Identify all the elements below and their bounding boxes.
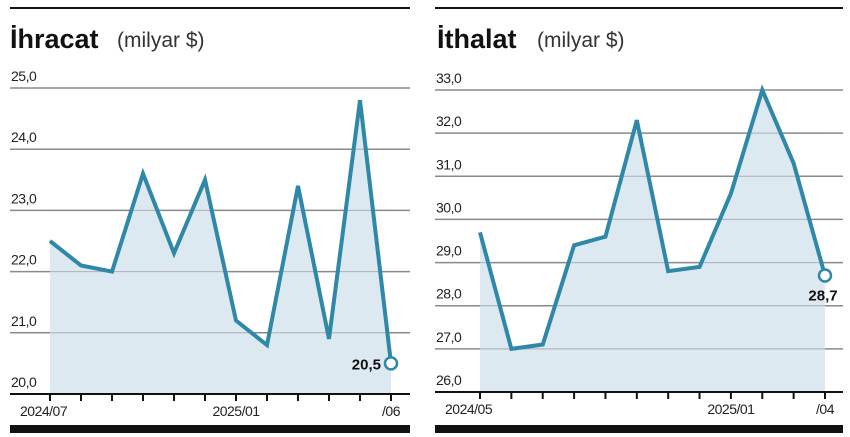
exports-panel: İhracat (milyar $) 20,0 21,0 22,0 23,0 24,0 2…: [10, 7, 410, 433]
series-line: [48, 99, 393, 364]
y-tick-label: 27,0: [436, 329, 462, 345]
y-tick-label: 28,0: [436, 286, 462, 302]
x-tick-label: 2024/07: [20, 403, 68, 419]
top-rule: [435, 7, 843, 9]
imports-unit: (milyar $): [537, 29, 625, 52]
imports-title: İthalat: [437, 24, 517, 54]
y-tick-label: 23,0: [11, 190, 37, 206]
y-tick-label: 21,0: [11, 313, 37, 329]
y-tick-label: 31,0: [436, 156, 462, 172]
bottom-rule: [435, 425, 843, 433]
top-rule: [10, 7, 410, 9]
y-tick-label: 26,0: [436, 372, 462, 388]
imports-panel: İthalat (milyar $) 26,0 27,0 28,0 29,0 30,0 3…: [435, 7, 843, 433]
last-point-marker: [817, 268, 833, 283]
last-value-label: 28,7: [808, 288, 837, 305]
x-tick-label: 2025/01: [212, 403, 260, 419]
x-tick-label: 2024/05: [445, 401, 493, 417]
x-tick-label: /04: [816, 401, 835, 417]
last-point-marker: [383, 356, 399, 371]
exports-unit: (milyar $): [117, 29, 205, 52]
bottom-rule: [10, 425, 410, 433]
last-value-label: 20,5: [352, 356, 381, 373]
y-tick-label: 25,0: [11, 68, 37, 84]
x-tick-label: 2025/01: [707, 401, 755, 417]
x-tick-label: /06: [382, 403, 401, 419]
y-tick-label: 33,0: [436, 70, 462, 86]
series-line: [478, 84, 827, 352]
exports-title: İhracat: [10, 24, 99, 54]
y-tick-label: 24,0: [11, 129, 37, 145]
y-tick-label: 29,0: [436, 243, 462, 259]
y-tick-label: 32,0: [436, 113, 462, 129]
y-tick-label: 22,0: [11, 252, 37, 268]
area-fill: [480, 90, 825, 392]
y-tick-label: 20,0: [11, 374, 37, 390]
area-fill: [50, 100, 391, 395]
y-tick-label: 30,0: [436, 199, 462, 215]
